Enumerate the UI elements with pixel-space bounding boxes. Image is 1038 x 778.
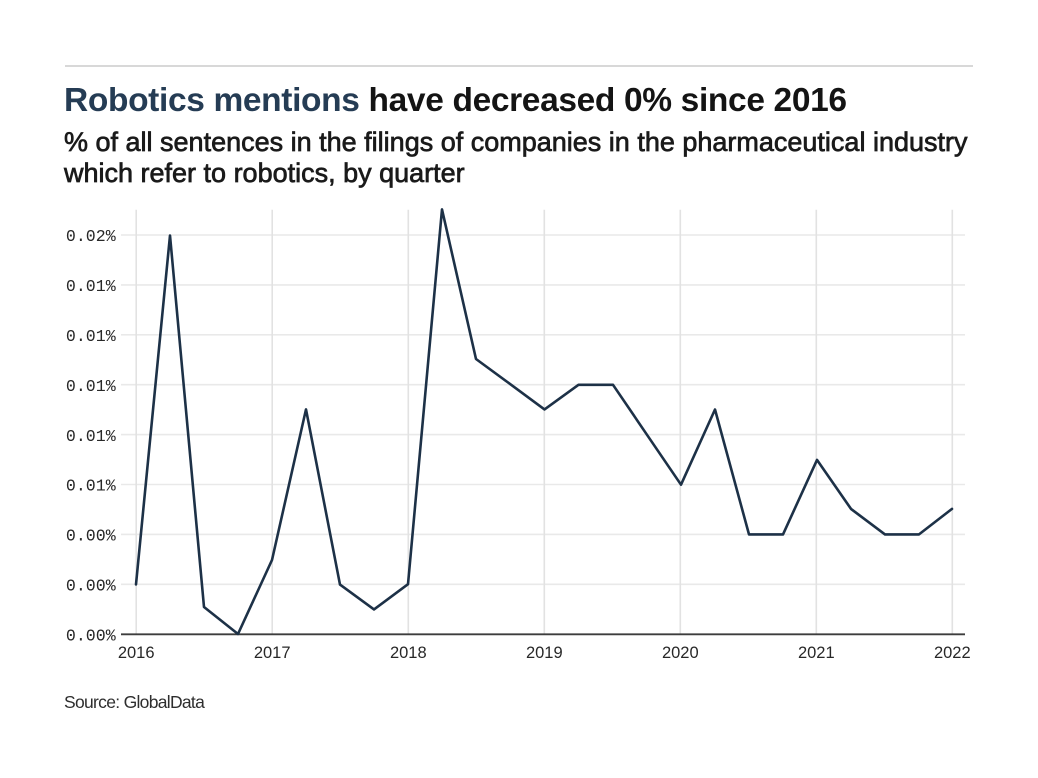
svg-text:0.00%: 0.00%	[66, 626, 116, 645]
svg-text:0.00%: 0.00%	[66, 527, 116, 546]
svg-text:0.01%: 0.01%	[66, 377, 116, 396]
svg-text:0.01%: 0.01%	[66, 277, 116, 296]
svg-text:2016: 2016	[118, 644, 155, 662]
svg-text:2020: 2020	[662, 644, 699, 662]
svg-text:2017: 2017	[254, 644, 291, 662]
svg-text:2019: 2019	[526, 644, 563, 662]
svg-text:2021: 2021	[798, 644, 835, 662]
svg-text:0.01%: 0.01%	[66, 327, 116, 346]
svg-text:2018: 2018	[390, 644, 427, 662]
svg-text:0.00%: 0.00%	[66, 577, 116, 596]
svg-text:2022: 2022	[934, 644, 971, 662]
svg-text:0.01%: 0.01%	[66, 477, 116, 496]
svg-text:0.02%: 0.02%	[66, 227, 116, 246]
svg-text:0.01%: 0.01%	[66, 427, 116, 446]
